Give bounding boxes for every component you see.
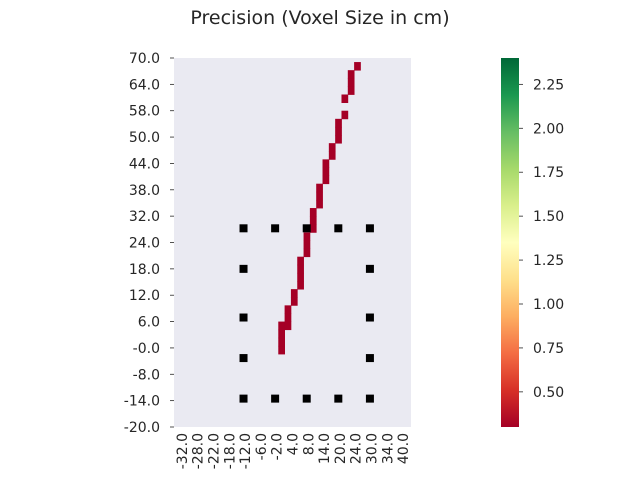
y-tick-label: 50.0 <box>129 130 160 146</box>
heatmap-cell <box>316 191 323 201</box>
y-tick-label: 12.0 <box>129 288 160 304</box>
heatmap-cell <box>297 272 304 282</box>
heatmap-cell <box>297 264 304 274</box>
x-axis-ticks: -32.0 -28.0 -22.0 -18.0 -12.0 -6.0 -2.0 4.0 8.0 1… <box>175 433 412 469</box>
y-tick-label: -8.0 <box>133 367 160 383</box>
heatmap-cell <box>341 94 349 103</box>
voxel-marker <box>365 394 374 403</box>
y-tick-label: 24.0 <box>129 236 160 252</box>
voxel-marker <box>302 394 311 403</box>
y-tick-label: 38.0 <box>129 183 160 199</box>
colorbar-tick-label: 2.25 <box>533 77 564 93</box>
heatmap-cell <box>341 110 349 120</box>
colorbar-tick-label: 1.75 <box>533 165 564 181</box>
y-axis-ticks: 70.0 64.0 58.0 50.0 44.0 38.0 32.0 24.0 18.0 12.0… <box>124 51 174 436</box>
y-tick-label: -0.0 <box>133 341 160 357</box>
heatmap-cell <box>309 208 317 217</box>
heatmap-cell <box>316 183 323 193</box>
colorbar-ticks: 0.50 0.75 1.00 1.25 1.50 1.75 2.00 2.25 <box>519 77 564 401</box>
heatmap-cell <box>309 216 317 225</box>
voxel-marker <box>239 354 248 363</box>
y-tick-label: 18.0 <box>129 262 160 278</box>
heatmap-cell <box>278 321 285 331</box>
heatmap-cell <box>322 159 330 168</box>
colorbar-tick-label: 2.00 <box>533 121 564 137</box>
x-tick-label: -32.0 <box>175 433 191 469</box>
colorbar-tick-label: 1.25 <box>533 253 564 269</box>
heatmap-cell <box>290 297 298 306</box>
voxel-marker <box>239 224 248 233</box>
x-tick-label: 40.0 <box>396 433 412 464</box>
colorbar-tick-label: 1.00 <box>533 297 564 313</box>
y-tick-label: -14.0 <box>124 394 160 410</box>
y-tick-label: 64.0 <box>129 77 160 93</box>
heatmap-cell <box>297 281 304 290</box>
y-tick-label: 6.0 <box>138 315 160 331</box>
y-tick-label: 70.0 <box>129 51 160 67</box>
chart-title: Precision (Voxel Size in cm) <box>190 7 449 29</box>
heatmap-cell <box>297 256 304 266</box>
colorbar-tick-label: 0.50 <box>533 385 564 401</box>
y-tick-label: 44.0 <box>129 156 160 172</box>
heatmap-cell <box>316 199 323 209</box>
x-tick-label: -12.0 <box>238 433 254 469</box>
heatmap-cell <box>347 78 355 87</box>
voxel-marker <box>334 394 343 403</box>
heatmap-cell <box>284 321 292 331</box>
heatmap-cell <box>322 175 330 185</box>
heatmap-cell <box>284 305 292 314</box>
x-tick-label: -2.0 <box>270 433 286 460</box>
y-tick-label: 58.0 <box>129 104 160 120</box>
colorbar-tick-label: 1.50 <box>533 209 564 225</box>
voxel-marker <box>334 224 343 233</box>
heatmap-cell <box>328 143 336 152</box>
heatmap-cells <box>278 62 361 355</box>
plot-background <box>174 58 411 427</box>
y-tick-label: 32.0 <box>129 209 160 225</box>
y-tick-label: -20.0 <box>124 420 160 436</box>
voxel-marker <box>365 313 374 322</box>
voxel-marker <box>239 394 248 403</box>
heatmap-cell <box>347 70 355 79</box>
x-tick-label: 8.0 <box>301 433 317 455</box>
voxel-marker <box>365 264 374 273</box>
heatmap-cell <box>309 224 317 233</box>
heatmap-cell <box>278 337 285 347</box>
heatmap-cell <box>347 86 355 95</box>
x-tick-label: -18.0 <box>222 433 238 469</box>
x-tick-label: -6.0 <box>254 433 270 460</box>
heatmap-cell <box>278 345 285 355</box>
heatmap-cell <box>354 62 361 71</box>
heatmap-cell <box>335 135 342 144</box>
heatmap-cell <box>278 329 285 339</box>
heatmap-cell <box>335 126 342 136</box>
x-tick-label: 20.0 <box>333 433 349 464</box>
voxel-marker <box>271 224 280 233</box>
voxel-marker <box>271 394 280 403</box>
x-tick-label: 30.0 <box>365 433 381 464</box>
x-tick-label: -28.0 <box>191 433 207 469</box>
colorbar-tick-label: 0.75 <box>533 341 564 357</box>
x-tick-label: 14.0 <box>317 433 333 464</box>
heatmap-cell <box>303 248 311 258</box>
x-tick-label: -22.0 <box>207 433 223 469</box>
voxel-marker <box>239 313 248 322</box>
x-tick-label: 24.0 <box>349 433 365 464</box>
heatmap-cell <box>303 240 311 249</box>
heatmap-cell <box>303 232 311 241</box>
heatmap-cell <box>290 289 298 298</box>
x-tick-label: 4.0 <box>286 433 302 455</box>
heatmap-cell <box>284 313 292 322</box>
colorbar <box>501 58 519 427</box>
x-tick-label: 34.0 <box>380 433 396 464</box>
heatmap-cell <box>322 167 330 176</box>
voxel-marker <box>302 224 311 233</box>
voxel-marker <box>365 224 374 233</box>
voxel-marker <box>365 354 374 363</box>
voxel-markers <box>239 224 374 403</box>
heatmap-cell <box>335 118 342 128</box>
heatmap-cell <box>328 151 336 160</box>
voxel-marker <box>239 264 248 273</box>
